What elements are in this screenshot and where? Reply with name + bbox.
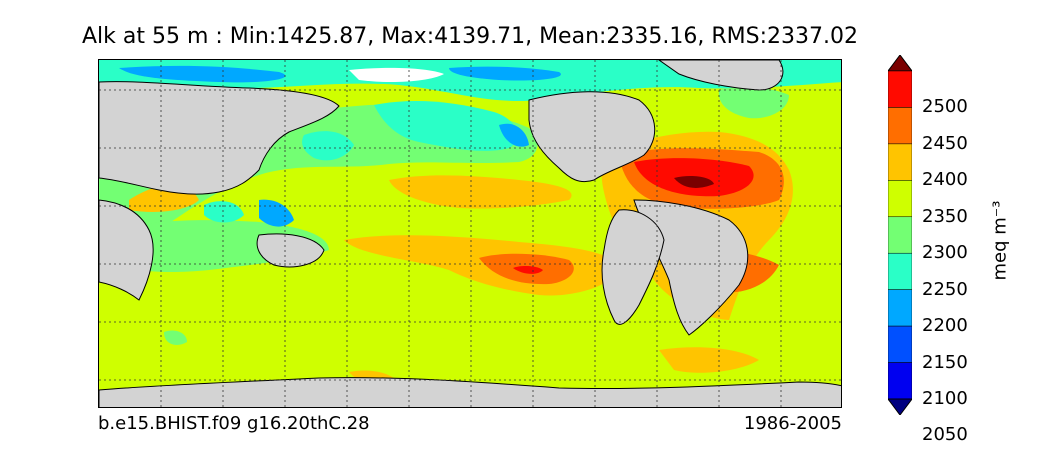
land-australia: [256, 233, 325, 268]
plot-title: Alk at 55 m : Min:1425.87, Max:4139.71, …: [81, 24, 858, 49]
colorbar-band: [888, 216, 912, 254]
colorbar-band: [888, 70, 912, 108]
colorbar-band: [888, 180, 912, 218]
land-greenland: [658, 60, 784, 91]
colorbar-band: [888, 107, 912, 145]
north-atlantic-max: [674, 176, 714, 188]
colorbar-tick-label: 2350: [922, 205, 968, 227]
land-antarctica: [99, 377, 841, 407]
colorbar-top-cap: [888, 55, 912, 72]
years-label: 1986-2005: [743, 413, 842, 434]
colorbar-tick-label: 2150: [922, 351, 968, 373]
arctic-cyan: [99, 60, 841, 101]
colorbar-band: [888, 325, 912, 363]
south-pacific-red: [513, 265, 543, 274]
bay-bengal-cyan: [204, 201, 244, 223]
colorbar-tick-label: 2200: [922, 315, 968, 337]
kuroshio-cyan: [302, 131, 354, 161]
labrador-green: [718, 87, 789, 119]
sea-ice: [349, 67, 444, 82]
colorbar-tick-label: 2100: [922, 388, 968, 409]
indonesia-blue: [259, 199, 294, 227]
colorbar-tick-label: 2250: [922, 278, 968, 300]
arctic-blue-1: [119, 65, 286, 83]
colorbar-tick-label: 2400: [922, 169, 968, 191]
gulf-alaska-blue: [499, 123, 529, 147]
colorbar-tick-label: 2300: [922, 242, 968, 264]
colorbar-tick-label: 2500: [922, 96, 968, 118]
land-africa-east: [99, 199, 154, 301]
colorbar-bottom-cap: [888, 398, 912, 415]
colorbar-band: [888, 362, 912, 400]
north-pacific-cyan: [374, 100, 518, 151]
colorbar-band: [888, 289, 912, 327]
colorbar-band: [888, 252, 912, 290]
colorbar-units-label: meq m⁻³: [989, 200, 1011, 281]
drake-passage-yellow: [659, 347, 759, 373]
colorbar-band: [888, 143, 912, 181]
case-name-label: b.e15.BHIST.f09 g16.20thC.28: [98, 413, 370, 434]
south-indian-patch: [164, 330, 187, 345]
land-south-america: [601, 209, 665, 325]
colorbar-bands: [888, 55, 912, 415]
colorbar: [888, 55, 912, 415]
map-panel: [98, 59, 842, 408]
colorbar-tick-label: 2050: [922, 424, 968, 446]
map-svg: [99, 60, 841, 407]
colorbar-tick-label: 2450: [922, 132, 968, 154]
land-north-america: [528, 91, 656, 183]
pacific-eq-yellow: [389, 175, 572, 209]
graticule: [99, 60, 841, 407]
land-eurasia: [99, 81, 340, 195]
land-masses: [99, 60, 841, 407]
